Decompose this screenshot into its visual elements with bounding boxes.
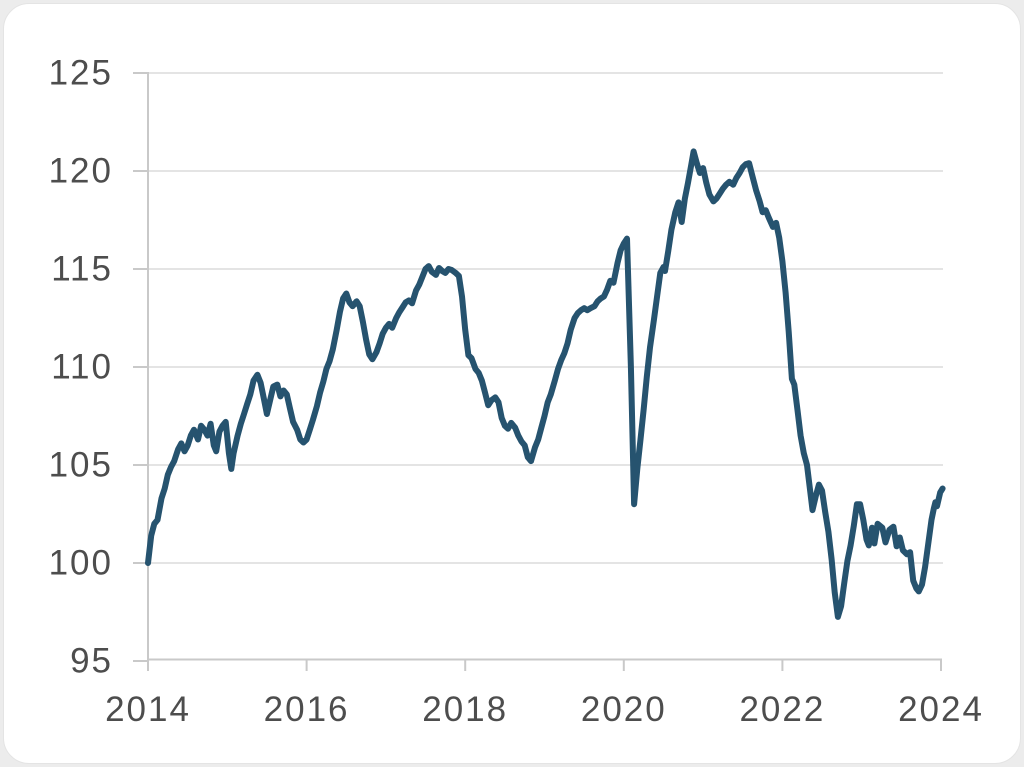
x-tick-label-2024: 2024 [898,690,984,729]
x-tick-label-2020: 2020 [581,690,667,729]
y-tick-label-95: 95 [70,642,113,681]
x-tick-label-2022: 2022 [739,690,825,729]
x-tick-label-2014: 2014 [105,690,191,729]
y-tick-label-100: 100 [49,544,113,583]
x-axis-labels: 2014 2016 2018 2020 2022 2024 [105,690,984,729]
y-tick-label-120: 120 [49,152,113,191]
axes-and-ticks [133,72,942,671]
line-chart: 95 100 105 110 115 120 125 2014 2016 2018 2020 202… [49,54,984,730]
series-line-index [145,148,946,620]
x-tick-label-2018: 2018 [422,690,508,729]
y-axis-labels: 95 100 105 110 115 120 125 [49,54,113,681]
data-series [145,148,946,620]
y-tick-label-105: 105 [49,446,113,485]
y-tick-label-125: 125 [49,54,113,93]
chart-card: 95 100 105 110 115 120 125 2014 2016 2018 2020 202… [3,3,1021,764]
y-tick-label-110: 110 [51,348,113,387]
y-tick-label-115: 115 [51,250,113,289]
x-tick-label-2016: 2016 [264,690,350,729]
gridlines [149,72,943,564]
